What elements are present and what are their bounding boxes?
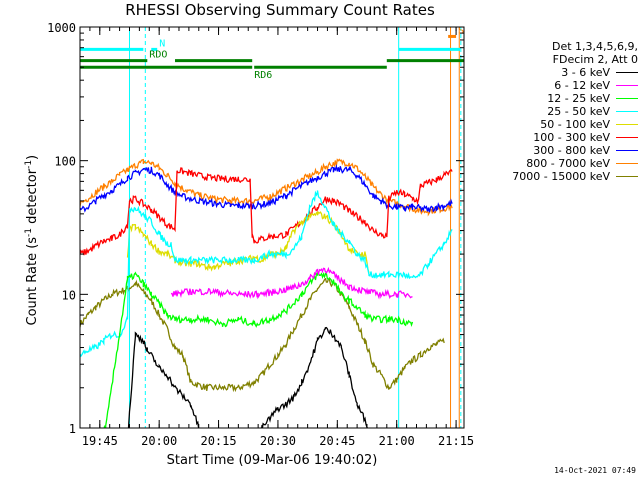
legend-swatch <box>616 72 638 73</box>
x-tick-label: 20:30 <box>260 434 296 448</box>
flag-bar-label: S <box>458 25 464 36</box>
series-line-7000-15000-kev <box>80 277 445 393</box>
legend-label: 100 - 300 keV <box>533 131 610 144</box>
legend-entry: 800 - 7000 keV <box>470 157 638 170</box>
legend-swatch <box>616 85 638 86</box>
series-line-800-7000-kev <box>80 158 453 217</box>
legend-label: 50 - 100 keV <box>540 118 610 131</box>
legend-label: 12 - 25 keV <box>547 92 610 105</box>
plot-frame <box>79 26 465 429</box>
series-line-25-50-kev <box>80 190 453 358</box>
series-line-100-300-kev <box>80 167 453 256</box>
y-tick-label: 1000 <box>47 21 76 35</box>
legend-swatch <box>616 176 638 177</box>
x-tick-label: 21:15 <box>438 434 474 448</box>
legend: Det 1,3,4,5,6,9, FDecim 2, Att 0 3 - 6 k… <box>470 40 638 183</box>
legend-label: 7000 - 15000 keV <box>512 170 610 183</box>
legend-label: 300 - 800 keV <box>533 144 610 157</box>
legend-label: 6 - 12 keV <box>554 79 610 92</box>
legend-label: 3 - 6 keV <box>561 66 610 79</box>
footer-date: 14-Oct-2021 07:49 <box>554 466 636 475</box>
legend-swatch <box>616 98 638 99</box>
legend-entry: 25 - 50 keV <box>470 105 638 118</box>
legend-entry: 3 - 6 keV <box>470 66 638 79</box>
chart-title: RHESSI Observing Summary Count Rates <box>125 1 435 19</box>
x-tick-label: 19:45 <box>82 434 118 448</box>
flag-bar-label: RD6 <box>254 70 272 81</box>
legend-swatch <box>616 150 638 151</box>
series-line-300-800-kev <box>80 164 453 213</box>
flag-bar-label: RDO <box>149 50 167 61</box>
x-tick-label: 21:00 <box>379 434 415 448</box>
legend-swatch <box>616 124 638 125</box>
legend-label: 800 - 7000 keV <box>526 157 610 170</box>
legend-entry: 300 - 800 keV <box>470 144 638 157</box>
x-tick-label: 20:15 <box>200 434 236 448</box>
y-tick-label: 1 <box>69 422 76 436</box>
legend-label: 25 - 50 keV <box>547 105 610 118</box>
y-tick-label: 100 <box>54 155 76 169</box>
legend-header-line: FDecim 2, Att 0 <box>552 53 638 66</box>
legend-entry: 50 - 100 keV <box>470 118 638 131</box>
legend-header-line: Det 1,3,4,5,6,9, <box>551 40 638 53</box>
x-tick-label: 20:45 <box>319 434 355 448</box>
series-line-12-25-kev <box>103 271 414 428</box>
flag-bar-label: N <box>159 38 165 49</box>
plot-area <box>80 27 464 428</box>
series-line-6-12-kev <box>170 266 413 300</box>
series-line-3-6-kev <box>127 326 369 428</box>
legend-swatch <box>616 163 638 164</box>
legend-entry: 7000 - 15000 keV <box>470 170 638 183</box>
legend-swatch <box>616 137 638 138</box>
legend-entry: 12 - 25 keV <box>470 92 638 105</box>
x-tick-label: 20:00 <box>141 434 177 448</box>
y-tick-label: 10 <box>62 288 76 302</box>
x-axis-label: Start Time (09-Mar-06 19:40:02) <box>166 453 378 468</box>
legend-entry: 100 - 300 keV <box>470 131 638 144</box>
legend-swatch <box>616 111 638 112</box>
legend-entry: 6 - 12 keV <box>470 79 638 92</box>
